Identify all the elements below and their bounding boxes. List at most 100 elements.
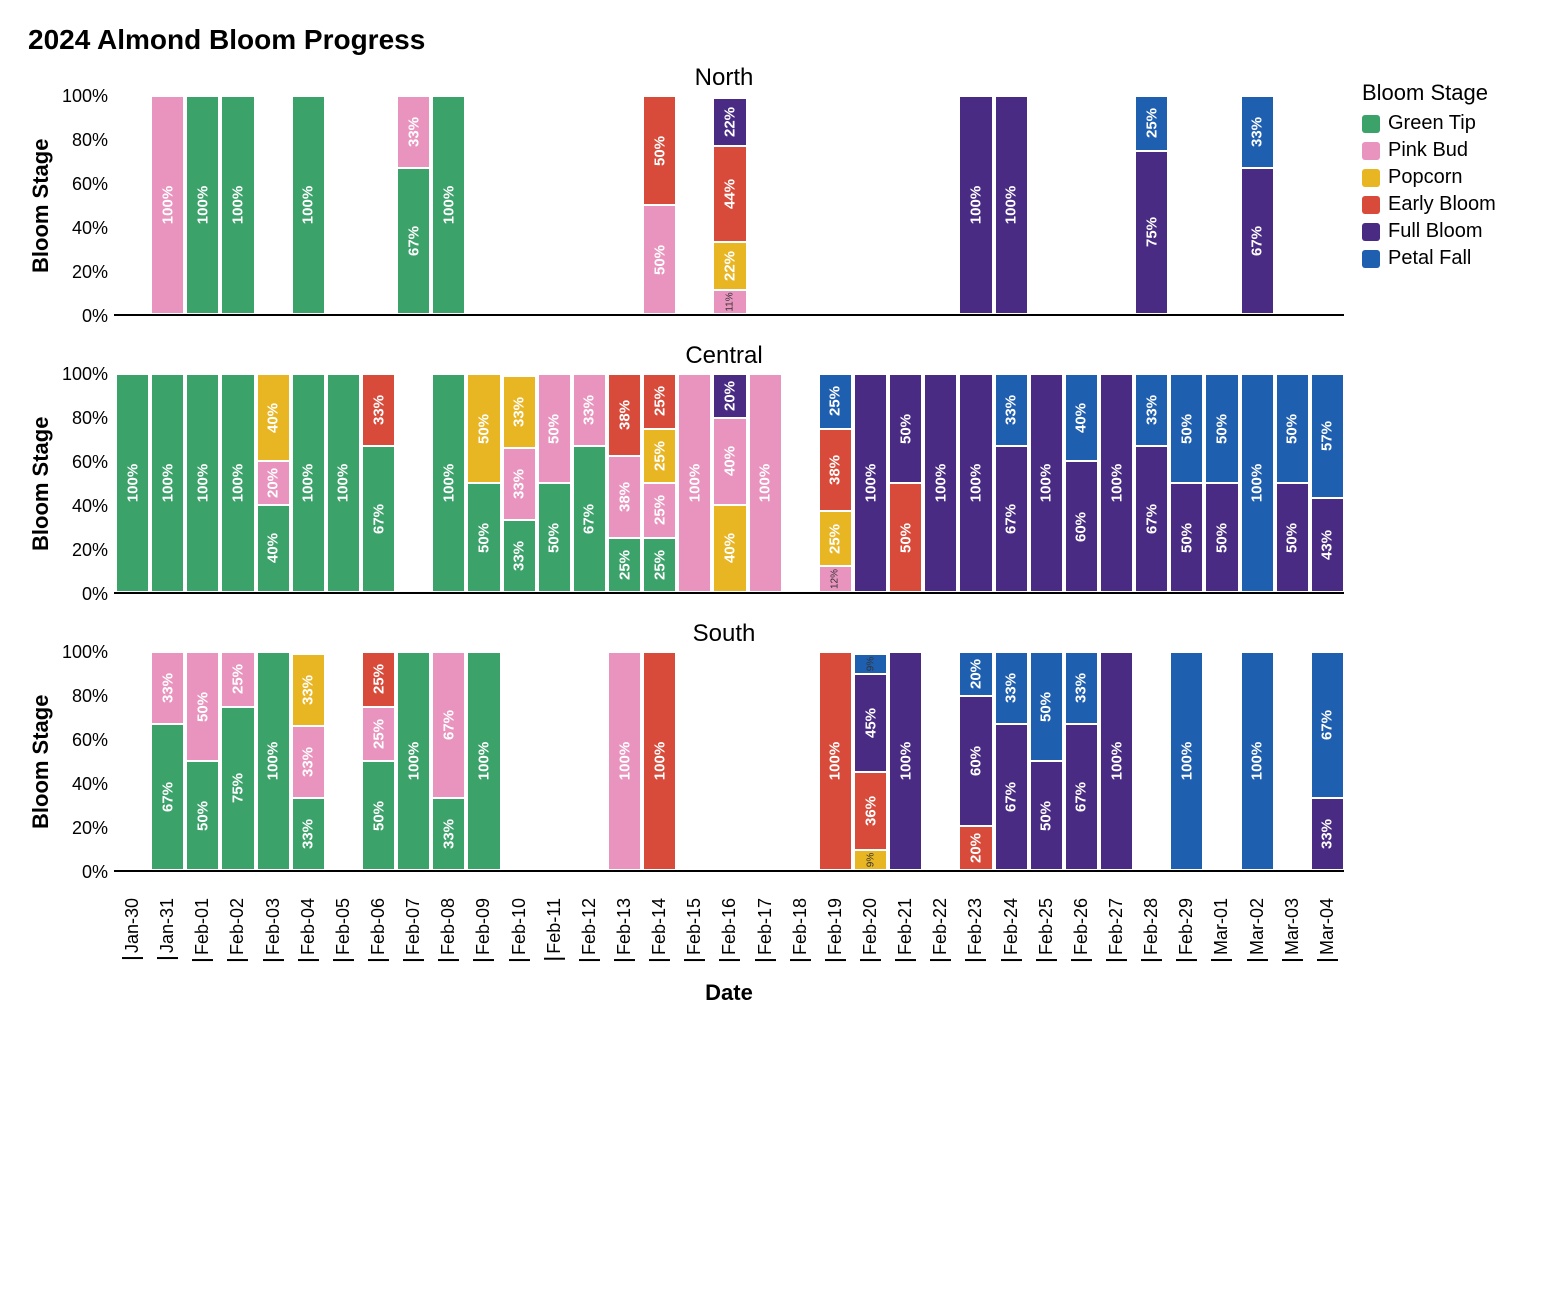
segment-label: 100%: [440, 464, 457, 502]
legend-label: Petal Fall: [1388, 247, 1471, 270]
segment-label: 57%: [1319, 421, 1336, 451]
segment-label: 38%: [827, 455, 844, 485]
segment-label: 100%: [1108, 742, 1125, 780]
segment-label: 25%: [651, 386, 668, 416]
bar-segment: 33%: [1311, 798, 1344, 870]
panel-body: Bloom Stage100%80%60%40%20%0%100%100%100…: [28, 374, 1344, 594]
bar-segment: 33%: [1065, 652, 1098, 724]
bar-slot: 67%33%: [362, 374, 395, 592]
bar-slot: [327, 96, 360, 314]
legend-label: Pink Bud: [1388, 139, 1468, 162]
legend-swatch: [1362, 223, 1380, 241]
bar-segment: 50%: [538, 374, 571, 483]
segment-label: 22%: [721, 107, 738, 137]
bar-segment: 60%: [959, 696, 992, 827]
x-tick: Feb-06: [362, 898, 395, 966]
bar-slot: 67%33%: [397, 96, 430, 314]
segment-label: 33%: [300, 747, 317, 777]
x-tick: Feb-28: [1135, 898, 1168, 966]
segment-label: 25%: [229, 664, 246, 694]
segment-label: 67%: [370, 504, 387, 534]
bar-slot: 9%36%45%9%: [854, 652, 887, 870]
bar-segment: 50%: [186, 652, 219, 761]
bar-segment: 100%: [924, 374, 957, 592]
bar-segment: 22%: [713, 242, 746, 290]
legend: Bloom Stage Green TipPink BudPopcornEarl…: [1344, 64, 1534, 274]
x-tick: Feb-29: [1170, 898, 1203, 966]
segment-label: 100%: [440, 186, 457, 224]
segment-label: 33%: [511, 469, 528, 499]
bar-segment: 50%: [1205, 374, 1238, 483]
bar-segment: 100%: [186, 96, 219, 314]
bar-segment: 45%: [854, 674, 887, 772]
panel: NorthBloom Stage100%80%60%40%20%0%100%10…: [28, 64, 1344, 316]
segment-label: 38%: [616, 400, 633, 430]
segment-label: 100%: [967, 186, 984, 224]
legend-swatch: [1362, 142, 1380, 160]
chart-title: 2024 Almond Bloom Progress: [28, 24, 1534, 56]
bar-segment: 100%: [1100, 652, 1133, 870]
bar-slot: 40%40%20%: [713, 374, 746, 592]
bar-segment: 100%: [1030, 374, 1063, 592]
y-axis-ticks: 100%80%60%40%20%0%: [56, 652, 114, 872]
segment-label: 50%: [1038, 691, 1055, 721]
bar-segment: 50%: [889, 483, 922, 592]
segment-label: 67%: [1143, 504, 1160, 534]
legend-label: Early Bloom: [1388, 193, 1496, 216]
bar-slot: 67%33%: [151, 652, 184, 870]
segment-label: 9%: [865, 657, 876, 671]
x-tick: Feb-10: [503, 898, 536, 966]
bar-segment: 100%: [643, 652, 676, 870]
bar-segment: 100%: [854, 374, 887, 592]
segment-label: 100%: [967, 464, 984, 502]
bar-slot: 100%: [678, 374, 711, 592]
segment-label: 100%: [229, 464, 246, 502]
segment-label: 100%: [651, 742, 668, 780]
bar-segment: 100%: [221, 96, 254, 314]
bar-slot: 50% 50%: [1030, 652, 1063, 870]
bar-slot: 100%: [995, 96, 1028, 314]
bar-segment: 25%: [608, 538, 641, 592]
segment-label: 50%: [1213, 522, 1230, 552]
bar-slot: 100%: [959, 374, 992, 592]
legend-swatch: [1362, 250, 1380, 268]
bar-slot: [397, 374, 430, 592]
segment-label: 100%: [405, 742, 422, 780]
bar-slot: 100%: [959, 96, 992, 314]
bar-segment: 9%: [854, 850, 887, 870]
segment-label: 100%: [265, 742, 282, 780]
bar-segment: 50%: [362, 761, 395, 870]
bar-segment: 33%: [503, 376, 536, 448]
segment-label: 33%: [300, 819, 317, 849]
bars-area: 67%33%50%50%75%25%100%33%33%33%50%25%25%…: [114, 652, 1344, 872]
bar-slot: 100%: [1030, 374, 1063, 592]
segment-label: 12%: [830, 569, 841, 589]
x-tick: Feb-12: [573, 898, 606, 966]
bar-segment: 40%: [257, 505, 290, 592]
segment-label: 100%: [1003, 186, 1020, 224]
segment-label: 75%: [1143, 217, 1160, 247]
x-tick: Feb-19: [819, 898, 852, 966]
segment-label: 25%: [651, 441, 668, 471]
bar-segment: 75%: [221, 707, 254, 871]
bar-slot: [784, 374, 817, 592]
x-tick: Mar-03: [1276, 898, 1309, 966]
bar-slot: [1205, 652, 1238, 870]
bar-segment: 50%: [1030, 761, 1063, 870]
bar-segment: 25%: [643, 374, 676, 429]
x-tick: Feb-03: [257, 898, 290, 966]
bar-segment: 67%: [397, 168, 430, 314]
segment-label: 50%: [897, 522, 914, 552]
bar-slot: 67%33%: [995, 374, 1028, 592]
bar-slot: [503, 652, 536, 870]
bar-segment: 40%: [713, 418, 746, 505]
bar-slot: 67%33%: [1135, 374, 1168, 592]
bar-slot: 40%20%40%: [257, 374, 290, 592]
bar-slot: 33%67%: [432, 652, 465, 870]
bar-slot: [116, 96, 149, 314]
bar-slot: 100%: [151, 374, 184, 592]
panel: SouthBloom Stage100%80%60%40%20%0%67%33%…: [28, 620, 1344, 872]
segment-label: 25%: [616, 550, 633, 580]
segment-label: 38%: [616, 482, 633, 512]
segment-label: 50%: [897, 413, 914, 443]
